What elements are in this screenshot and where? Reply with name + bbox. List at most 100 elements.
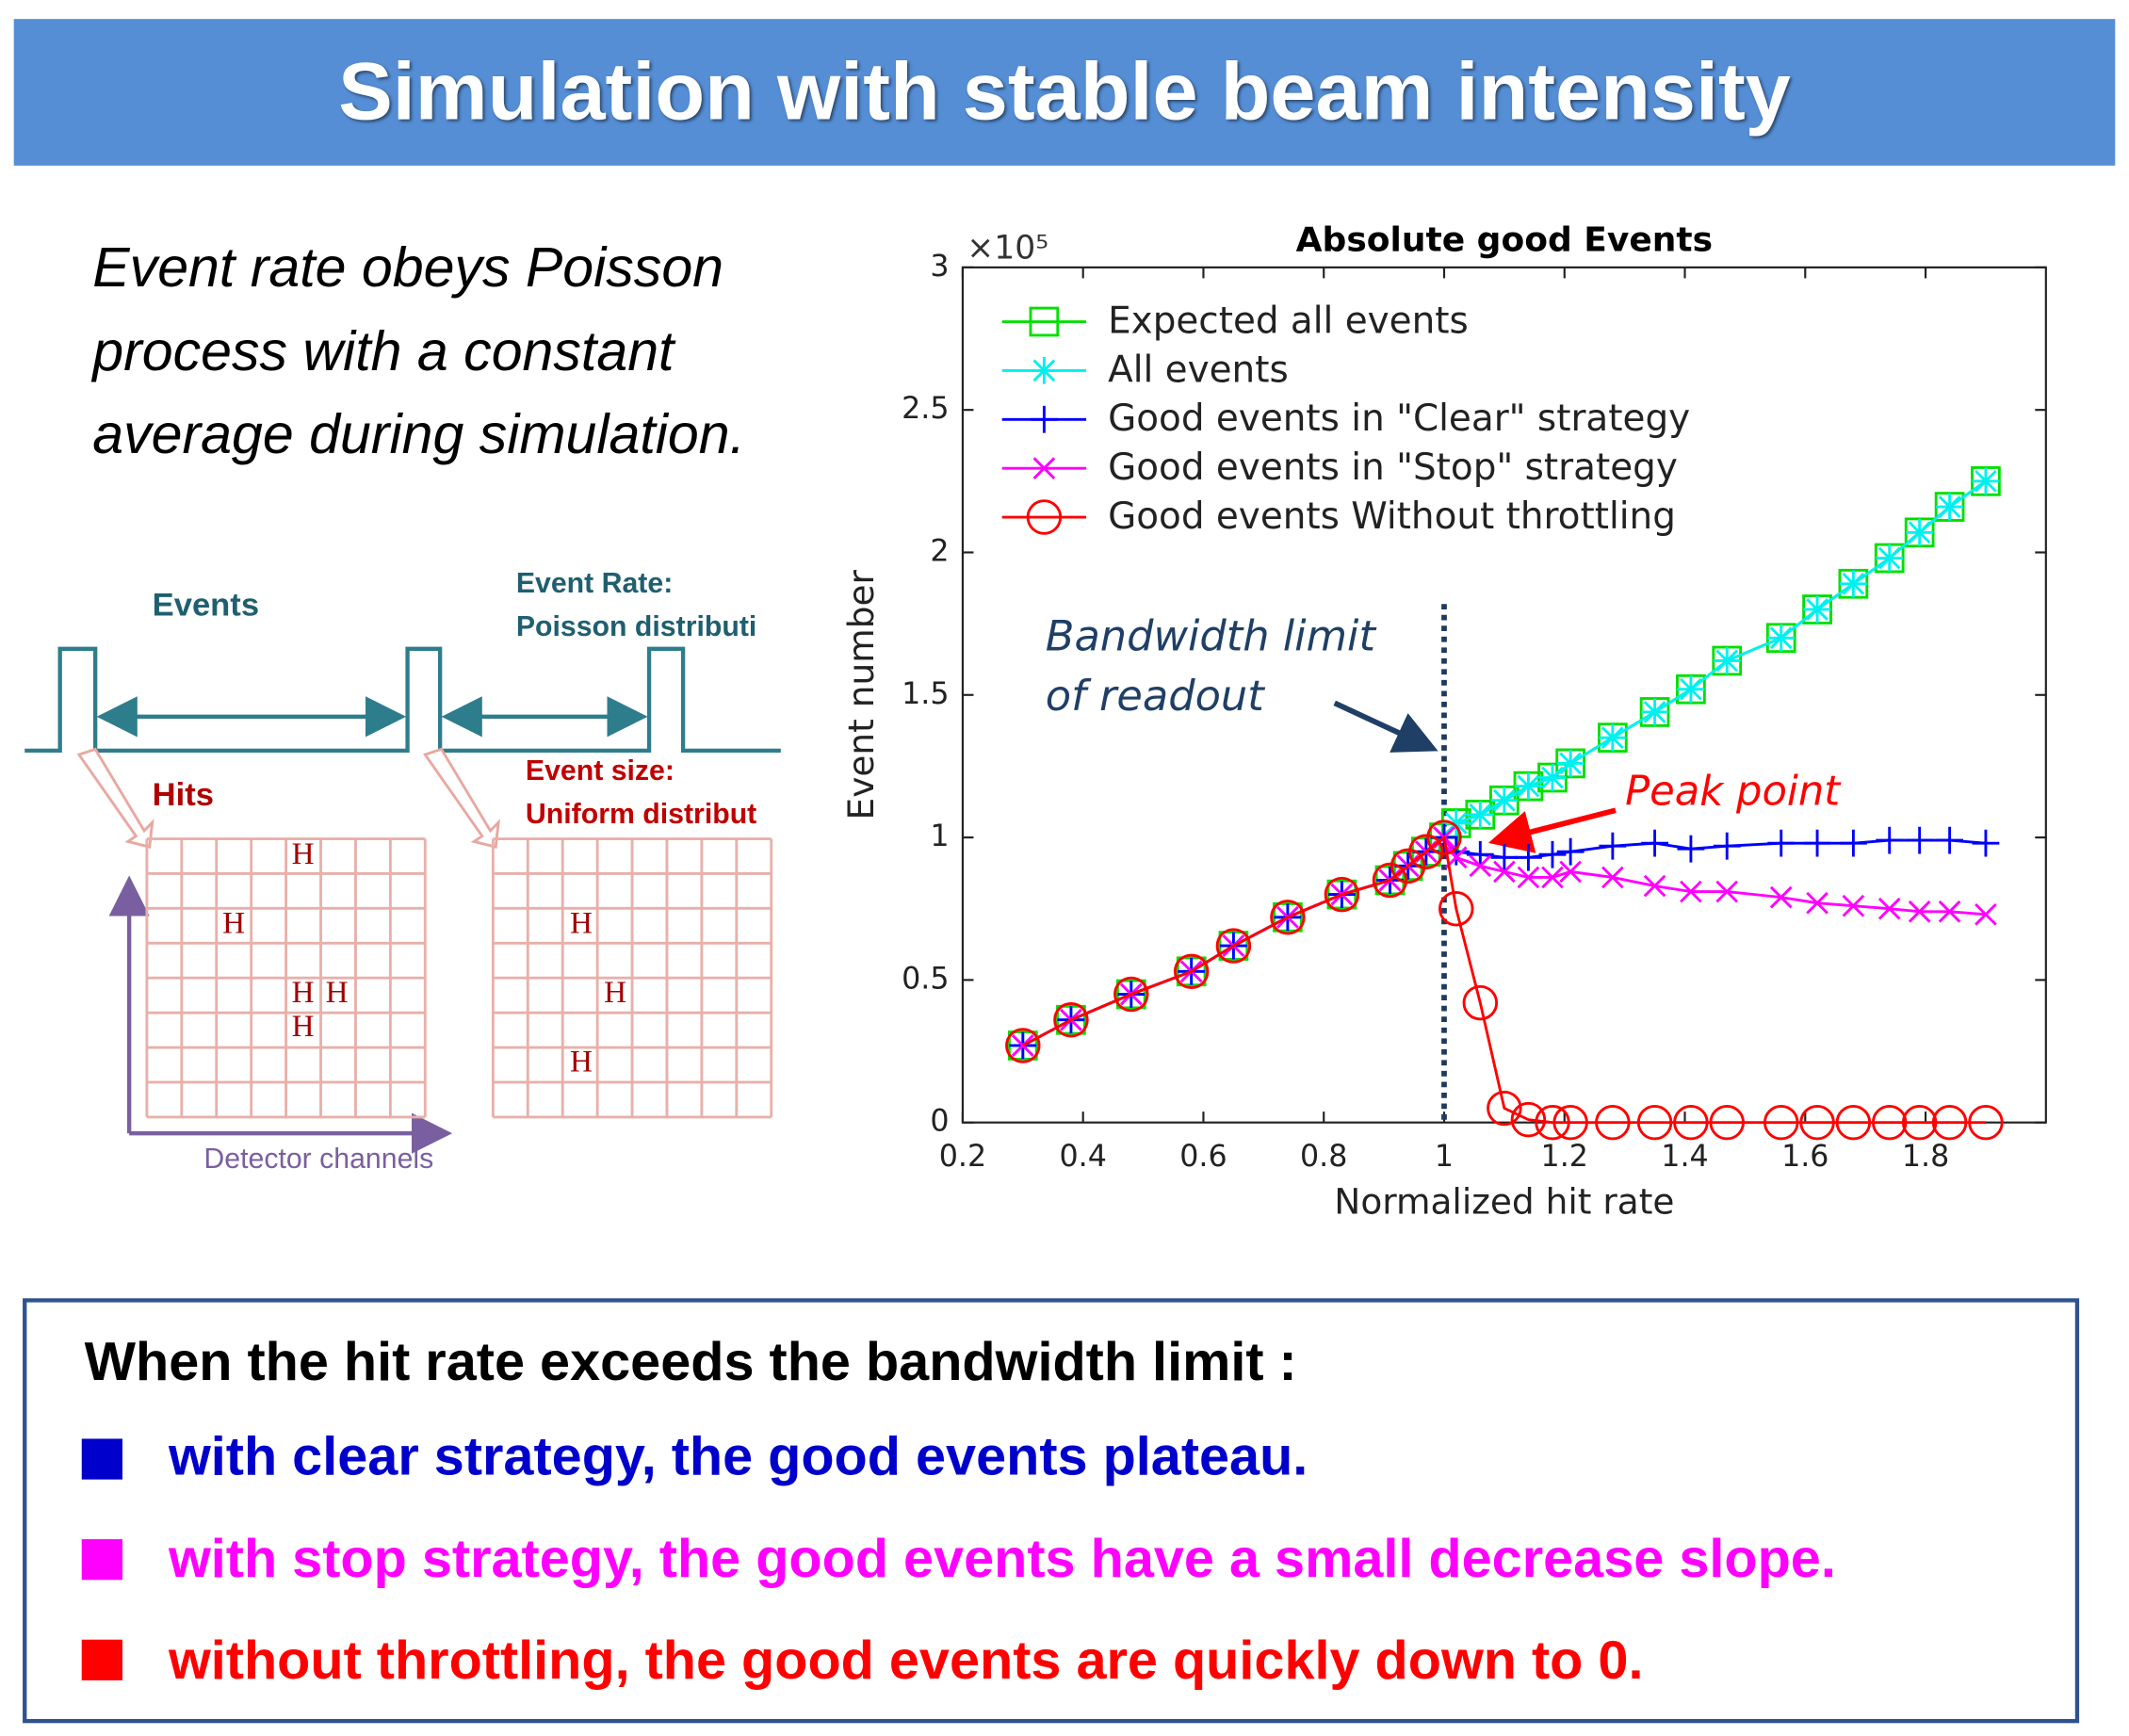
slide-title: Simulation with stable beam intensity: [338, 47, 1791, 138]
data-marker: [1408, 834, 1444, 869]
data-marker: [1390, 848, 1426, 884]
data-marker: [1906, 518, 1934, 546]
hit-marker: H: [326, 975, 349, 1010]
data-marker: [1975, 902, 1997, 926]
legend-marker: [1029, 306, 1060, 337]
data-marker: [1931, 1104, 1968, 1141]
data-marker: [1677, 835, 1705, 863]
data-marker: [1803, 595, 1831, 624]
y-tick-label: 0: [930, 1105, 949, 1139]
hit-marker: H: [222, 905, 245, 940]
events-label: Events: [153, 587, 259, 623]
data-marker: [1469, 854, 1492, 878]
data-marker: [1556, 837, 1585, 866]
data-marker: [1517, 866, 1540, 889]
data-marker: [1538, 764, 1567, 791]
data-marker: [1972, 467, 2000, 495]
x-tick-label: 1.6: [1781, 1140, 1828, 1174]
data-marker: [1842, 894, 1865, 917]
data-marker: [1636, 1104, 1673, 1141]
data-marker: [1215, 928, 1252, 964]
data-marker: [1372, 862, 1408, 899]
data-marker: [1556, 749, 1585, 777]
x-tick-label: 0.8: [1300, 1140, 1347, 1174]
bullet-icon: [81, 1438, 122, 1480]
bullet-icon: [81, 1539, 122, 1581]
chart: Absolute good Events ×10⁵ Normalized hit…: [840, 220, 2047, 1223]
axis-label: Detector channels: [203, 1144, 433, 1175]
data-marker: [1767, 829, 1796, 857]
data-marker: [1490, 843, 1519, 871]
summary-heading: When the hit rate exceeds the bandwidth …: [85, 1332, 1297, 1392]
event-size-label: Event size:: [526, 755, 674, 787]
data-marker: [1462, 984, 1499, 1021]
legend-label: Good events Without throttling: [1108, 495, 1676, 538]
data-marker: [1709, 1104, 1745, 1141]
data-marker: [1643, 874, 1666, 898]
x-tick-label: 0.6: [1179, 1140, 1227, 1174]
data-marker: [1324, 876, 1360, 913]
hit-marker: H: [570, 1044, 593, 1079]
data-marker: [1968, 1104, 2004, 1141]
data-marker: [1601, 866, 1624, 889]
data-marker: [1005, 1028, 1041, 1063]
annotation-arrow: [1487, 807, 1617, 853]
data-marker: [1599, 832, 1627, 860]
data-marker: [1936, 826, 1964, 854]
diagram: Events Event Rate: Poisson distributi Hi…: [24, 568, 781, 1175]
hit-marker: H: [604, 975, 626, 1010]
x-tick-label: 0.2: [939, 1140, 986, 1174]
data-marker: [1515, 843, 1542, 871]
data-marker: [1799, 1104, 1835, 1141]
y-tick-label: 2: [930, 534, 949, 568]
y-axis-label: Event number: [840, 569, 882, 819]
hits-label: Hits: [153, 777, 214, 813]
annotation: Bandwidth limit: [1046, 612, 1377, 661]
data-marker: [1877, 897, 1901, 920]
data-marker: [1803, 829, 1831, 857]
hollow-arrow: [76, 747, 154, 849]
pulse-train: [24, 646, 781, 754]
intro-line: process with a constant: [90, 320, 676, 382]
y-tick-label: 1: [930, 819, 949, 853]
data-marker: [1713, 832, 1741, 860]
data-marker: [1936, 493, 1964, 521]
data-marker: [1173, 953, 1210, 990]
event-rate-label: Poisson distributi: [516, 611, 756, 642]
x-tick-label: 1: [1435, 1140, 1454, 1174]
legend-marker: [1032, 457, 1056, 479]
x-axis-label: Normalized hit rate: [1334, 1181, 1674, 1223]
data-marker: [1510, 1101, 1547, 1138]
data-marker: [1906, 826, 1934, 854]
data-marker: [1769, 885, 1793, 909]
data-marker: [1487, 1090, 1522, 1127]
header-bar: [13, 19, 2116, 166]
data-marker: [1438, 890, 1474, 927]
data-marker: [1493, 860, 1516, 884]
annotation: of readout: [1046, 672, 1265, 721]
data-marker: [1835, 1104, 1872, 1141]
y-tick-label: 3: [930, 250, 949, 284]
data-marker: [1490, 787, 1519, 815]
legend-marker: [1030, 356, 1058, 384]
data-marker: [1876, 826, 1904, 854]
data-marker: [1901, 1104, 1938, 1141]
data-marker: [1767, 624, 1796, 652]
data-marker: [1442, 809, 1471, 837]
x-tick-label: 1.4: [1661, 1140, 1708, 1174]
y-tick-label: 0.5: [902, 962, 949, 996]
data-marker: [1466, 840, 1494, 868]
hollow-arrow: [423, 747, 501, 849]
legend-label: Good events in "Clear" strategy: [1108, 397, 1690, 440]
annotation-arrow: [1333, 700, 1438, 753]
data-marker: [1839, 829, 1867, 857]
summary-bullet: without throttling, the good events are …: [168, 1631, 1644, 1691]
data-marker: [1641, 698, 1668, 726]
hit-marker: H: [292, 975, 315, 1010]
data-marker: [1595, 1104, 1631, 1141]
legend-marker: [1030, 405, 1058, 433]
intro-line: Event rate obeys Poisson: [92, 236, 723, 299]
y-multiplier: ×10⁵: [967, 230, 1048, 268]
